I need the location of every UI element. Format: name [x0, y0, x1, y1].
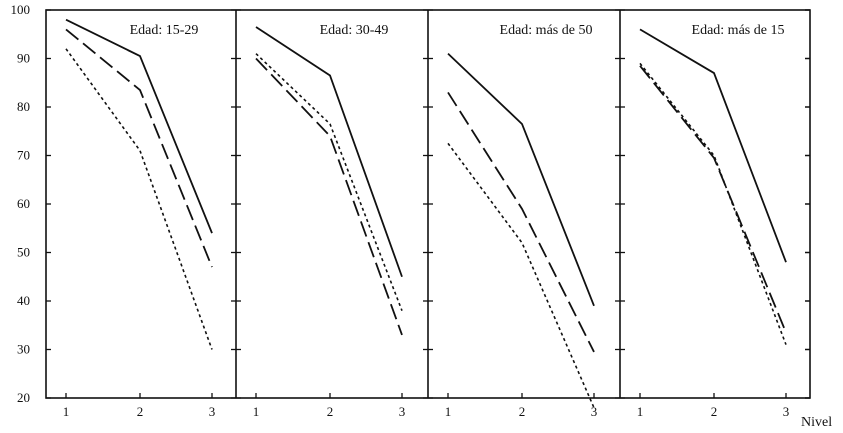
series-line-dotted: [639, 62, 787, 345]
series-line-solid: [255, 26, 403, 278]
series-line-dotted: [65, 48, 213, 350]
y-tick-label: 50: [17, 245, 30, 260]
y-tick-label: 30: [17, 342, 30, 357]
series-line-long-dash: [447, 91, 595, 353]
y-tick-label: 80: [17, 99, 30, 114]
x-tick-label: 3: [783, 404, 790, 419]
x-tick-label: 1: [63, 404, 70, 419]
panel-title: Edad: más de 50: [500, 23, 593, 38]
x-tick-label: 1: [445, 404, 452, 419]
y-tick-labels: 100 90 80 70 60 50 40 30 20: [11, 2, 31, 405]
x-tick-label: 2: [327, 404, 334, 419]
y-tick-label: 40: [17, 293, 30, 308]
x-tick-label: 2: [137, 404, 144, 419]
y-tick-label: 100: [11, 2, 31, 17]
x-tick-label: 3: [399, 404, 406, 419]
chart-panels: 1 2 3 Edad: 15-29 1 2 3 Edad: 30-49 1 2 3 Edad: más…: [63, 18, 790, 419]
x-axis-label: Nivel: [801, 415, 832, 430]
panel-title: Edad: más de 15: [692, 23, 785, 38]
series-line-solid: [447, 52, 595, 307]
series-line-long-dash: [65, 28, 213, 268]
chart-panel: 1 2 3 Edad: más de 15: [637, 23, 790, 419]
series-line-solid: [65, 18, 213, 234]
x-tick-label: 1: [253, 404, 260, 419]
chart-panel: 1 2 3 Edad: 30-49: [253, 23, 406, 419]
chart-panel: 1 2 3 Edad: más de 50: [445, 23, 598, 419]
x-tick-label: 2: [519, 404, 526, 419]
y-tick-label: 60: [17, 196, 30, 211]
panel-title: Edad: 30-49: [320, 23, 389, 38]
panel-title: Edad: 15-29: [130, 23, 199, 38]
chart-axes: [45, 9, 811, 399]
series-line-solid: [639, 28, 787, 263]
y-tick-label: 20: [17, 390, 30, 405]
y-tick-label: 90: [17, 51, 30, 66]
x-tick-label: 2: [711, 404, 718, 419]
series-line-long-dash: [639, 65, 787, 333]
chart-panel: 1 2 3 Edad: 15-29: [63, 18, 216, 419]
series-line-dotted: [255, 53, 403, 311]
x-tick-label: 1: [637, 404, 644, 419]
series-line-long-dash: [255, 57, 403, 336]
x-tick-label: 3: [209, 404, 216, 419]
y-tick-label: 70: [17, 148, 30, 163]
series-line-dotted: [447, 142, 595, 409]
x-tick-label: 3: [591, 404, 598, 419]
